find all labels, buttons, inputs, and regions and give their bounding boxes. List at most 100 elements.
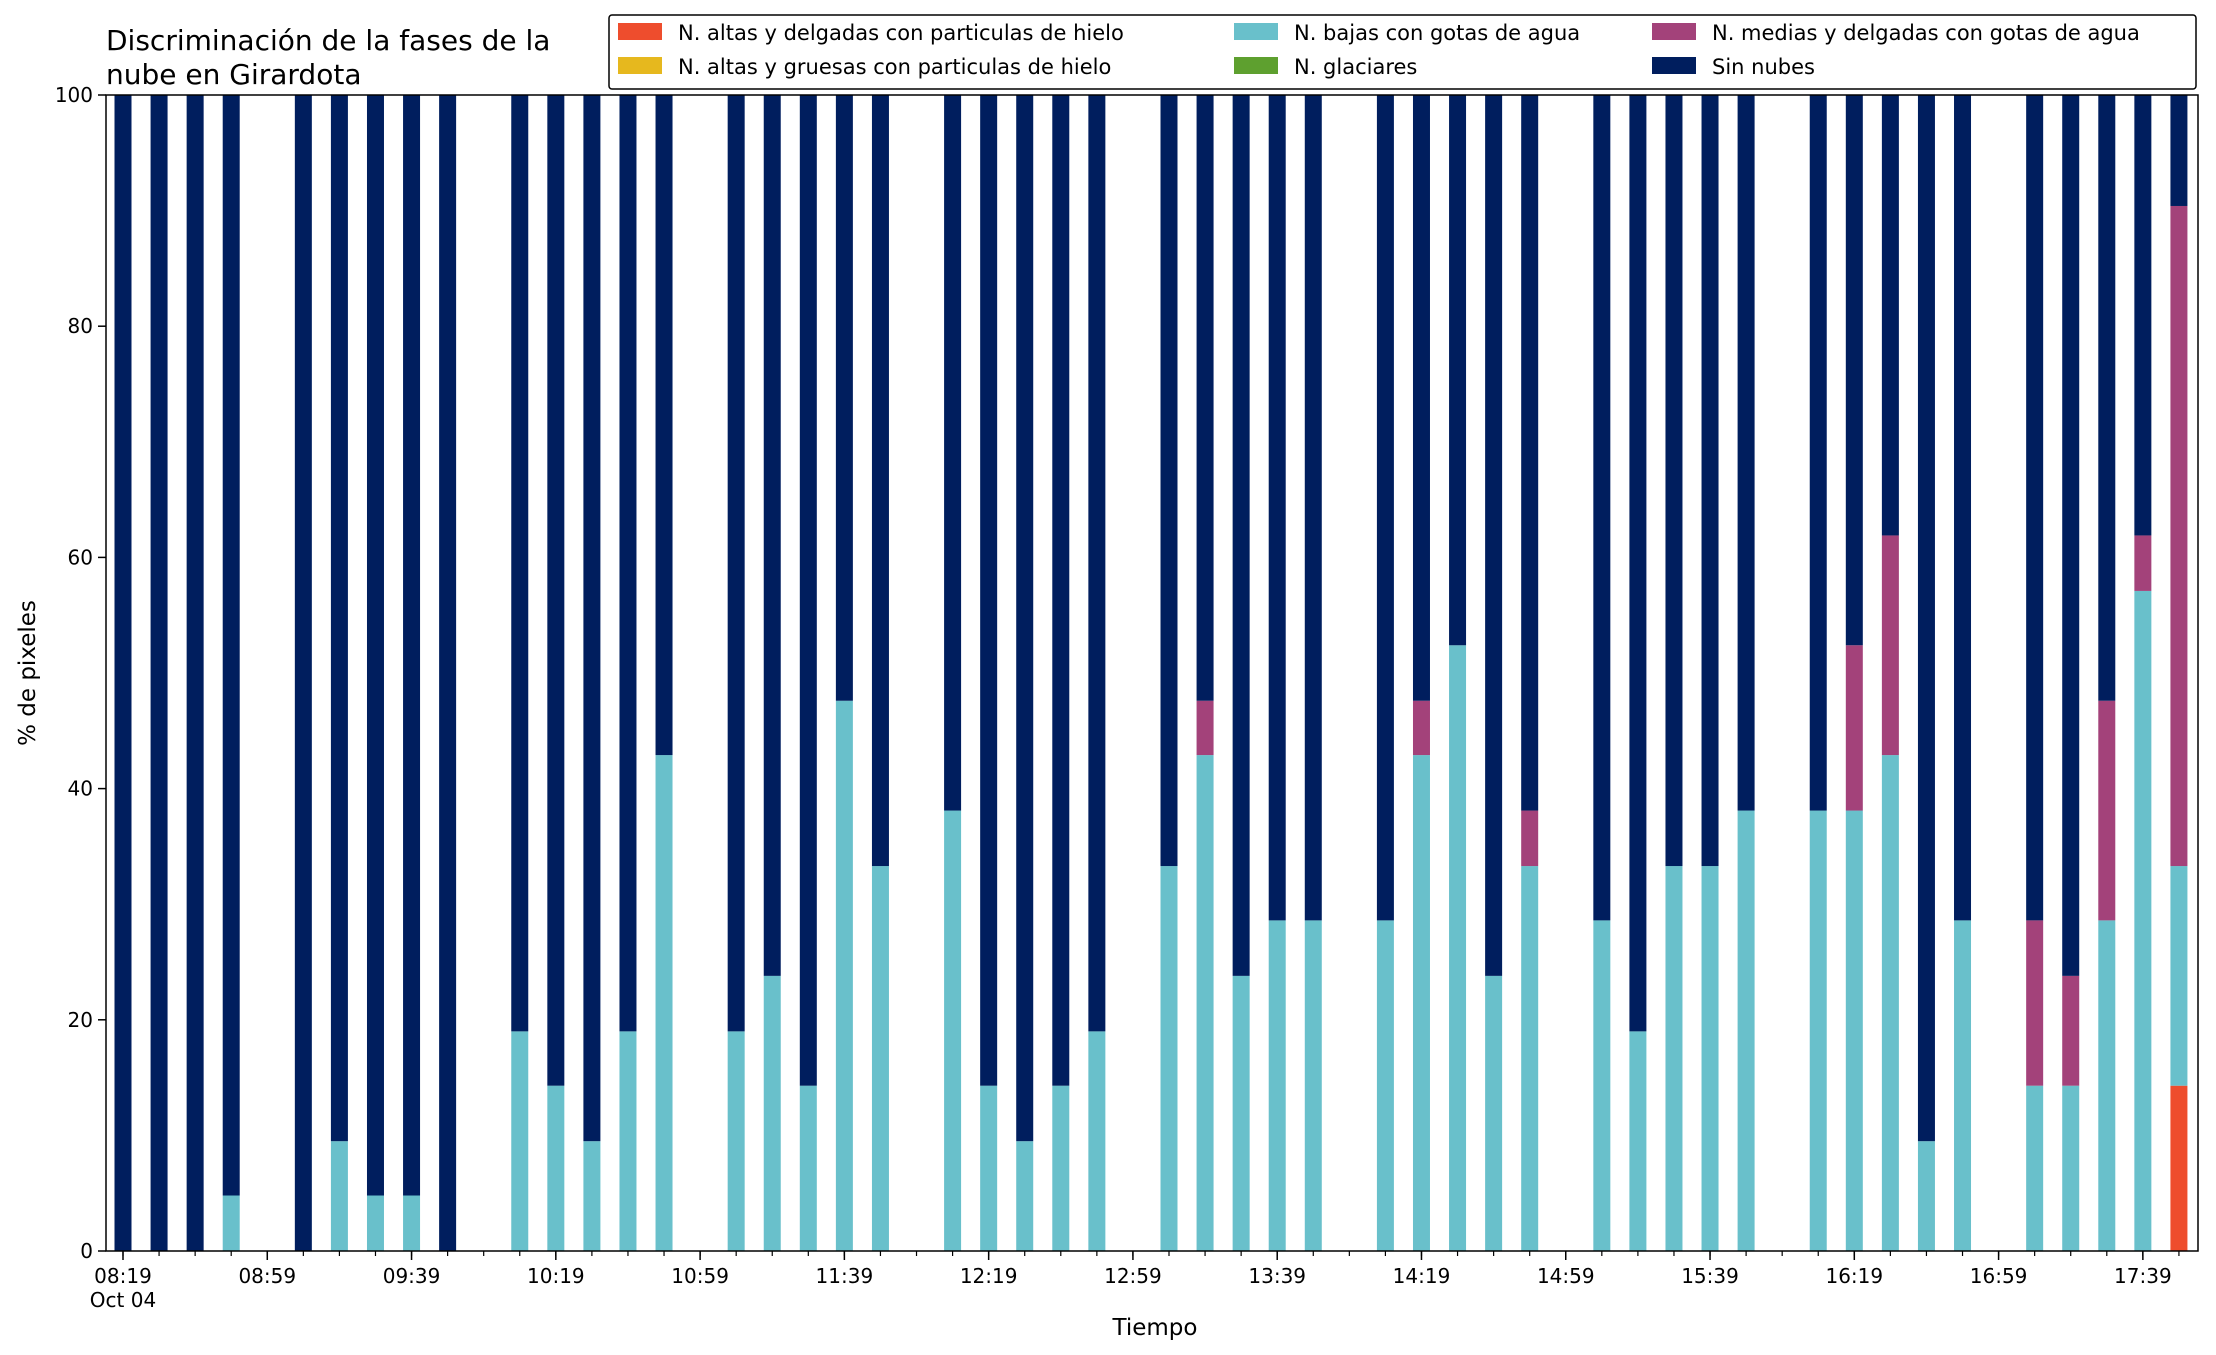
x-axis-label: Tiempo <box>1112 1315 1198 1341</box>
bar-segment <box>1665 95 1683 867</box>
chart-title-line: Discriminación de la fases de la <box>106 24 550 57</box>
legend-label: N. bajas con gotas de agua <box>1294 21 1580 45</box>
bar-segment <box>1449 95 1467 646</box>
bar-segment <box>150 95 168 1251</box>
bar-segment <box>2026 95 2044 921</box>
bar-segment <box>727 95 745 1032</box>
legend-swatch <box>618 23 662 40</box>
bar-segment <box>1954 95 1972 921</box>
bar-segment <box>2062 1085 2080 1251</box>
bar-segment <box>511 1031 529 1251</box>
bar-segment <box>1845 810 1863 1251</box>
y-tick-label: 0 <box>80 1239 93 1263</box>
bar-segment <box>186 95 204 1251</box>
legend-swatch <box>1652 23 1696 40</box>
bar-segment <box>835 700 853 1251</box>
bar-segment <box>1954 920 1972 1251</box>
bar-segment <box>366 1195 384 1251</box>
bar-segment <box>980 95 998 1086</box>
bar-segment <box>1196 700 1214 756</box>
bar-segment <box>439 95 457 1251</box>
bar-segment <box>366 95 384 1196</box>
bar-segment <box>547 1085 565 1251</box>
bar-segment <box>1052 1085 1070 1251</box>
bar-segment <box>1917 95 1935 1142</box>
x-tick-label: 08:19 <box>94 1264 152 1288</box>
y-axis-label: % de pixeles <box>15 600 41 746</box>
bar-segment <box>547 95 565 1086</box>
x-tick-label: 13:39 <box>1248 1264 1306 1288</box>
bar-segment <box>1593 95 1611 921</box>
bar-segment <box>1376 920 1394 1251</box>
x-tick-label: 14:19 <box>1393 1264 1451 1288</box>
bar-segment <box>222 1195 240 1251</box>
legend-box <box>608 14 2197 90</box>
bar-segment <box>1088 95 1106 1032</box>
bar-segment <box>1845 645 1863 811</box>
bar-segment <box>1304 920 1322 1251</box>
bar-segment <box>1016 95 1034 1142</box>
bar-segment <box>763 975 781 1251</box>
bar-segment <box>1881 755 1899 1251</box>
legend-label: N. altas y gruesas con particulas de hie… <box>678 55 1111 79</box>
bar-segment <box>583 1141 601 1251</box>
bar-segment <box>763 95 781 976</box>
legend-label: N. glaciares <box>1294 55 1417 79</box>
bar-segment <box>980 1085 998 1251</box>
y-tick-label: 100 <box>55 83 93 107</box>
bar-segment <box>222 95 240 1196</box>
bar-segment <box>1196 755 1214 1251</box>
bar-segment <box>1701 866 1719 1251</box>
x-tick-label: 08:59 <box>238 1264 296 1288</box>
x-tick-label: 14:59 <box>1537 1264 1595 1288</box>
bar-segment <box>2134 590 2152 1251</box>
bar-segment <box>2026 1085 2044 1251</box>
x-tick-label: 16:59 <box>1970 1264 2028 1288</box>
bar-segment <box>2170 205 2188 867</box>
bar-segment <box>1845 95 1863 646</box>
bar-segment <box>294 95 312 1251</box>
bar-segment <box>1809 810 1827 1251</box>
bar-segment <box>2098 95 2116 701</box>
bar-segment <box>2098 700 2116 921</box>
chart-title-line: nube en Girardota <box>106 58 361 91</box>
bar-segment <box>511 95 529 1032</box>
bar-segment <box>1088 1031 1106 1251</box>
bar-segment <box>1809 95 1827 811</box>
bar-segment <box>1412 700 1430 756</box>
bar-segment <box>1449 645 1467 1251</box>
bar-segment <box>1268 95 1286 921</box>
bar-segment <box>1268 920 1286 1251</box>
bar-segment <box>619 1031 637 1251</box>
legend-swatch <box>1234 23 1278 40</box>
bar-segment <box>1917 1141 1935 1251</box>
bar-segment <box>799 95 817 1086</box>
x-tick-label: 10:59 <box>671 1264 729 1288</box>
legend-swatch <box>618 57 662 74</box>
bar-segment <box>727 1031 745 1251</box>
legend-label: Sin nubes <box>1712 55 1815 79</box>
bar-segment <box>330 95 348 1142</box>
bar-segment <box>944 810 962 1251</box>
bar-segment <box>2170 1085 2188 1251</box>
x-tick-label: 15:39 <box>1681 1264 1739 1288</box>
bar-segment <box>944 95 962 811</box>
bar-segment <box>2134 95 2152 536</box>
bar-segment <box>2062 975 2080 1086</box>
bar-segment <box>583 95 601 1142</box>
bar-segment <box>1629 95 1647 1032</box>
bar-segment <box>655 755 673 1251</box>
bar-segment <box>403 1195 421 1251</box>
bar-segment <box>2026 920 2044 1086</box>
legend: N. altas y delgadas con particulas de hi… <box>608 14 2197 90</box>
x-tick-label: 17:39 <box>2114 1264 2172 1288</box>
bar-segment <box>2170 95 2188 206</box>
bar-segment <box>1376 95 1394 921</box>
bar-segment <box>871 866 889 1251</box>
y-tick-label: 60 <box>68 545 93 569</box>
bar-segment <box>2098 920 2116 1251</box>
bar-segment <box>1304 95 1322 921</box>
legend-swatch <box>1234 57 1278 74</box>
bar-segment <box>1160 95 1178 867</box>
